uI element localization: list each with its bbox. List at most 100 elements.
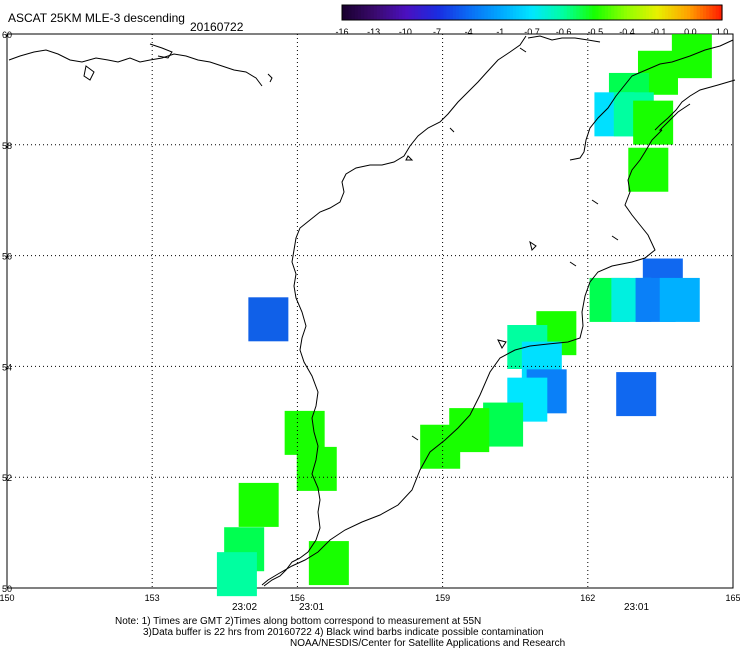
colorbar-segment <box>418 5 422 20</box>
colorbar-segment <box>646 5 650 20</box>
colorbar-label: -16 <box>335 27 348 37</box>
colorbar-segment <box>608 5 612 20</box>
colorbar-segment <box>532 5 536 20</box>
colorbar-segment <box>576 5 581 20</box>
colorbar-segment <box>528 5 533 20</box>
island-1 <box>405 155 414 161</box>
colorbar-segment <box>354 5 359 20</box>
longitude-label: 150 <box>0 593 15 603</box>
colorbar-segment <box>582 5 587 20</box>
colorbar-segment <box>671 5 676 20</box>
colorbar-label: -4 <box>465 27 473 37</box>
colorbar-segment <box>427 5 432 20</box>
colorbar-segment <box>617 5 622 20</box>
colorbar-segment <box>440 5 444 20</box>
colorbar-segment <box>370 5 375 20</box>
colorbar-segment <box>620 5 625 20</box>
colorbar-segment <box>655 5 660 20</box>
colorbar-segment <box>449 5 454 20</box>
latitude-label: 54 <box>2 362 12 372</box>
island-9 <box>591 199 599 205</box>
colorbar-segment <box>665 5 669 20</box>
colorbar-segment <box>604 5 609 20</box>
coastline-kamchatka-east <box>654 79 736 131</box>
colorbar-segment <box>547 5 552 20</box>
date-label: 20160722 <box>190 20 244 34</box>
colorbar-segment <box>494 5 498 20</box>
colorbar-segment <box>579 5 584 20</box>
coastline-layer <box>8 35 736 587</box>
colorbar-segment <box>487 5 492 20</box>
island-2 <box>449 127 455 133</box>
latitude-label: 58 <box>2 141 12 151</box>
colorbar-segment <box>513 5 517 20</box>
colorbar-segment <box>421 5 425 20</box>
colorbar-segment <box>614 5 619 20</box>
colorbar-segment <box>627 5 631 20</box>
colorbar-segment <box>506 5 511 20</box>
colorbar-segment <box>633 5 638 20</box>
colorbar-segment <box>481 5 486 20</box>
colorbar-segment <box>361 5 365 20</box>
colorbar-segment <box>661 5 666 20</box>
colorbar-segment <box>557 5 562 20</box>
colorbar-segment <box>399 5 403 20</box>
coastline-islands-3 <box>267 73 273 83</box>
colorbar-segment <box>563 5 568 20</box>
island-3 <box>529 240 537 251</box>
wind-cell <box>633 100 674 145</box>
colorbar-segment <box>405 5 410 20</box>
island-6 <box>411 435 419 441</box>
wind-cell <box>308 541 349 586</box>
time-label-1: 23:02 <box>232 602 257 613</box>
wind-cells-layer <box>216 34 712 597</box>
colorbar-segment <box>376 5 381 20</box>
colorbar-segment <box>706 5 710 20</box>
colorbar-segment <box>503 5 508 20</box>
map-panel <box>6 33 736 597</box>
colorbar-segment <box>475 5 479 20</box>
colorbar-segment <box>589 5 593 20</box>
colorbar-segment <box>402 5 406 20</box>
colorbar-segment <box>459 5 463 20</box>
colorbar-segment <box>680 5 685 20</box>
colorbar-segment <box>357 5 362 20</box>
colorbar: -16 -13 -10 -7 -4 -1 -0.7 -0.6 -0.5 -0.4 -0.1 0.0 1.… <box>335 4 728 37</box>
colorbar-segment <box>595 5 600 20</box>
longitude-label: 153 <box>145 593 160 603</box>
colorbar-segment <box>525 5 530 20</box>
colorbar-label: -0.1 <box>651 27 667 37</box>
colorbar-label: -0.4 <box>619 27 635 37</box>
colorbar-label: -0.5 <box>588 27 604 37</box>
colorbar-segment <box>715 5 720 20</box>
colorbar-segment <box>570 5 574 20</box>
colorbar-segment <box>642 5 647 20</box>
latitude-label: 56 <box>2 252 12 262</box>
longitude-label: 162 <box>580 593 595 603</box>
colorbar-segment <box>709 5 714 20</box>
colorbar-segment <box>408 5 413 20</box>
colorbar-segment <box>684 5 688 20</box>
colorbar-segment <box>623 5 628 20</box>
grid-lines <box>7 34 733 588</box>
colorbar-segment <box>636 5 641 20</box>
colorbar-segment <box>509 5 514 20</box>
latitude-label: 52 <box>2 473 12 483</box>
colorbar-segment <box>598 5 603 20</box>
colorbar-segment <box>462 5 467 20</box>
colorbar-segment <box>718 5 723 20</box>
colorbar-segment <box>585 5 590 20</box>
latitude-labels: 60 58 56 54 52 50 <box>2 30 12 594</box>
figure-title: ASCAT 25KM MLE-3 descending <box>8 11 185 25</box>
colorbar-segment <box>677 5 682 20</box>
longitude-label: 159 <box>435 593 450 603</box>
colorbar-segment <box>433 5 438 20</box>
footer-note-2: 3)Data buffer is 22 hrs from 20160722 4)… <box>143 627 544 638</box>
wind-cell <box>238 482 279 527</box>
footer-note-3: NOAA/NESDIS/Center for Satellite Applica… <box>290 638 565 649</box>
colorbar-segment <box>437 5 441 20</box>
coastline-islands-1 <box>149 43 173 59</box>
wind-cell <box>659 277 700 322</box>
coastline-magadan <box>527 35 601 43</box>
